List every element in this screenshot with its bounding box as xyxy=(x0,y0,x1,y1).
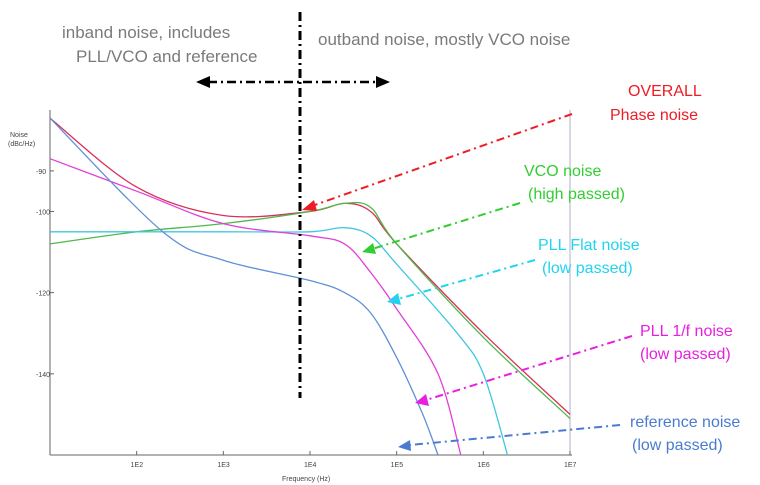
overall-pointer-line xyxy=(311,113,573,207)
reference-label-line1: reference noise xyxy=(630,414,740,431)
x-tick-label: 1E2 xyxy=(131,462,144,469)
series-line-vco xyxy=(49,201,571,419)
reference-pointer-head xyxy=(398,440,411,451)
pll-1f-label-line1: PLL 1/f noise xyxy=(640,323,733,340)
inband-label-line2: PLL/VCO and reference xyxy=(76,47,257,66)
y-tick-label: -100 xyxy=(36,209,50,216)
x-tick-label: 1E6 xyxy=(477,462,490,469)
pll-flat-label-line2: (low passed) xyxy=(542,260,633,277)
arrow-right-head xyxy=(376,76,390,88)
vco-label-line2: (high passed) xyxy=(528,186,625,203)
series-line-overall xyxy=(49,117,571,415)
x-tick-label: 1E7 xyxy=(564,462,577,469)
series-group xyxy=(49,117,571,456)
vco-pointer-line xyxy=(371,202,521,250)
pll-flat-label-line1: PLL Flat noise xyxy=(538,237,640,254)
y-tick-label: -140 xyxy=(36,372,50,379)
pointer-arrows xyxy=(302,113,633,451)
pll-1f-label-line2: (low passed) xyxy=(640,346,731,363)
arrow-left-head xyxy=(196,76,210,88)
inband-label-line1: inband noise, includes xyxy=(62,23,230,42)
reference-label-line2: (low passed) xyxy=(632,437,723,454)
y-tick-label: -90 xyxy=(36,169,46,176)
x-axis-title: Frequency (Hz) xyxy=(282,476,330,483)
x-tick-label: 1E4 xyxy=(304,462,317,469)
vco-pointer-head xyxy=(362,243,376,254)
reference-pointer-line xyxy=(409,424,621,446)
x-tick-label: 1E5 xyxy=(391,462,404,469)
vco-label-line1: VCO noise xyxy=(524,163,601,180)
pll-1f-pointer-line xyxy=(425,335,633,401)
overall-label-line1: OVERALL xyxy=(628,83,702,100)
pll-flat-pointer-head xyxy=(387,293,401,305)
x-ticks: 1E2 1E3 1E4 1E5 1E6 1E7 xyxy=(131,451,577,469)
pll-flat-pointer-line xyxy=(397,259,536,300)
y-ticks: -90 -100 -120 -140 xyxy=(36,169,54,379)
y-tick-label: -120 xyxy=(36,291,50,298)
y-axis-title-line1: Noise xyxy=(10,132,28,139)
y-axis-title-line2: (dBc/Hz) xyxy=(8,141,35,148)
pll-1f-pointer-head xyxy=(415,394,429,406)
x-tick-label: 1E3 xyxy=(217,462,230,469)
outband-label: outband noise, mostly VCO noise xyxy=(318,30,570,49)
series-line-reference xyxy=(49,117,439,456)
series-line-pll_flat xyxy=(49,226,509,456)
region-arrow xyxy=(196,76,390,88)
series-line-pll_1f xyxy=(49,158,462,456)
overall-label-line2: Phase noise xyxy=(610,107,698,124)
overall-pointer-head xyxy=(302,200,317,211)
